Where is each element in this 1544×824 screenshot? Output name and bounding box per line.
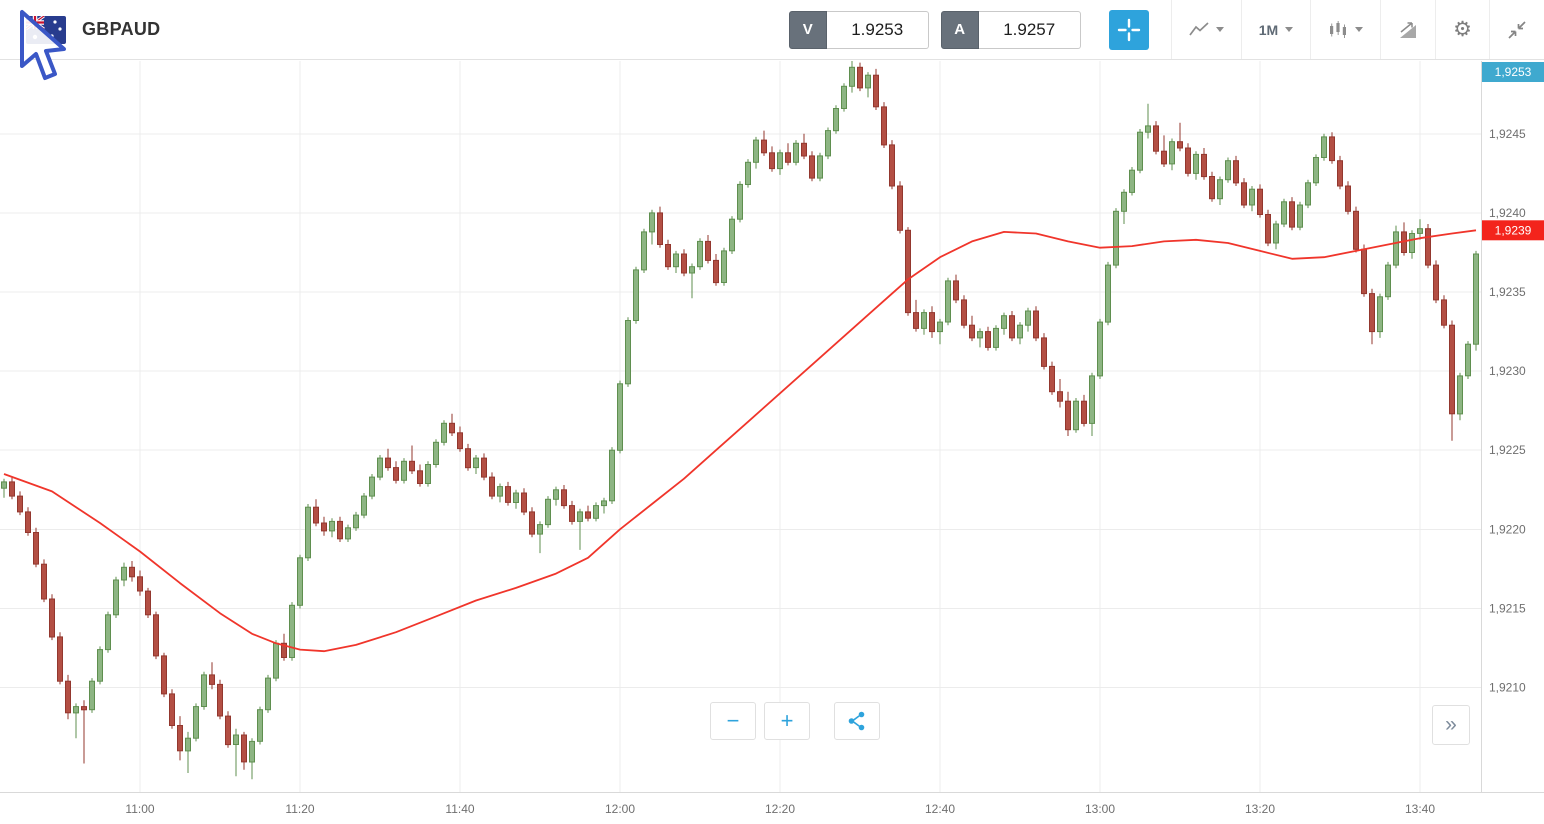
svg-text:11:20: 11:20 xyxy=(285,802,314,816)
svg-text:12:20: 12:20 xyxy=(765,802,795,816)
caret-down-icon xyxy=(1285,27,1294,32)
settings-button[interactable]: ⚙ xyxy=(1435,0,1489,59)
chart-canvas[interactable]: 11:00 11:20 11:40 12:00 12:20 12:40 13:00 13:20… xyxy=(0,61,1544,824)
candles[interactable] xyxy=(1,61,1479,780)
gridlines xyxy=(0,61,1481,792)
toolbar-right: V 1.9253 A 1.9257 xyxy=(788,0,1544,59)
buy-button[interactable]: A xyxy=(940,10,979,49)
sell-quote: V 1.9253 xyxy=(788,10,929,49)
svg-text:1,9253: 1,9253 xyxy=(1495,65,1532,79)
buy-price-value[interactable]: 1.9257 xyxy=(978,10,1081,49)
caret-down-icon xyxy=(1355,27,1364,32)
crosshair-icon xyxy=(1117,18,1140,41)
timeframe-button[interactable]: 1M xyxy=(1240,0,1311,59)
zoom-in-button[interactable]: + xyxy=(764,702,810,740)
gear-icon: ⚙ xyxy=(1453,18,1472,41)
svg-text:12:00: 12:00 xyxy=(605,802,635,816)
svg-text:13:40: 13:40 xyxy=(1405,802,1435,816)
time-axis[interactable]: 11:00 11:20 11:40 12:00 12:20 12:40 13:00 13:20… xyxy=(125,802,1435,816)
indicators-icon xyxy=(1330,20,1347,38)
ma-line xyxy=(3,229,1477,653)
collapse-icon xyxy=(1508,20,1526,39)
chart-type-button[interactable] xyxy=(1170,0,1241,59)
gbpaud-flag-icon xyxy=(20,9,66,80)
svg-text:1,9235: 1,9235 xyxy=(1489,285,1526,299)
svg-text:11:40: 11:40 xyxy=(445,802,474,816)
timeframe-label: 1M xyxy=(1258,21,1279,38)
svg-text:1,9245: 1,9245 xyxy=(1489,127,1526,141)
current-price-badge: 1,9253 xyxy=(1482,62,1544,82)
svg-text:13:20: 13:20 xyxy=(1245,802,1275,816)
svg-text:1,9210: 1,9210 xyxy=(1489,681,1526,695)
instrument-header: GBPAUD xyxy=(0,9,161,80)
collapse-button[interactable] xyxy=(1489,0,1544,59)
crosshair-button[interactable] xyxy=(1108,9,1149,50)
svg-text:1,9239: 1,9239 xyxy=(1495,223,1532,237)
trend-button[interactable] xyxy=(1380,0,1436,59)
svg-text:1,9220: 1,9220 xyxy=(1489,522,1526,536)
zoom-controls: − + xyxy=(710,702,880,740)
more-button[interactable]: » xyxy=(1432,705,1470,745)
sell-button[interactable]: V xyxy=(788,10,827,49)
svg-text:13:00: 13:00 xyxy=(1085,802,1115,816)
zoom-out-button[interactable]: − xyxy=(710,702,756,740)
tool-buttons: 1M xyxy=(1170,0,1544,59)
svg-text:11:00: 11:00 xyxy=(125,802,154,816)
indicators-button[interactable] xyxy=(1310,0,1381,59)
toolbar: GBPAUD V 1.9253 A 1.9257 xyxy=(0,0,1544,80)
symbol-title: GBPAUD xyxy=(82,19,161,39)
share-icon xyxy=(848,711,865,731)
caret-down-icon xyxy=(1215,27,1224,32)
svg-text:1,9225: 1,9225 xyxy=(1489,443,1526,457)
buy-quote: A 1.9257 xyxy=(940,10,1081,49)
trend-icon xyxy=(1400,21,1417,38)
share-button[interactable] xyxy=(834,702,880,740)
svg-text:12:40: 12:40 xyxy=(925,802,955,816)
svg-text:1,9240: 1,9240 xyxy=(1489,206,1526,220)
ma-value-badge: 1,9239 xyxy=(1482,220,1544,241)
svg-text:1,9215: 1,9215 xyxy=(1489,602,1526,616)
svg-text:1,9230: 1,9230 xyxy=(1489,364,1526,378)
sell-price-value[interactable]: 1.9253 xyxy=(826,10,929,49)
price-axis[interactable]: 1,9245 1,9240 1,9235 1,9230 1,9225 1,9220 1,92… xyxy=(1489,127,1526,695)
quote-group: V 1.9253 A 1.9257 xyxy=(788,10,1093,49)
chart-type-icon xyxy=(1189,22,1209,36)
